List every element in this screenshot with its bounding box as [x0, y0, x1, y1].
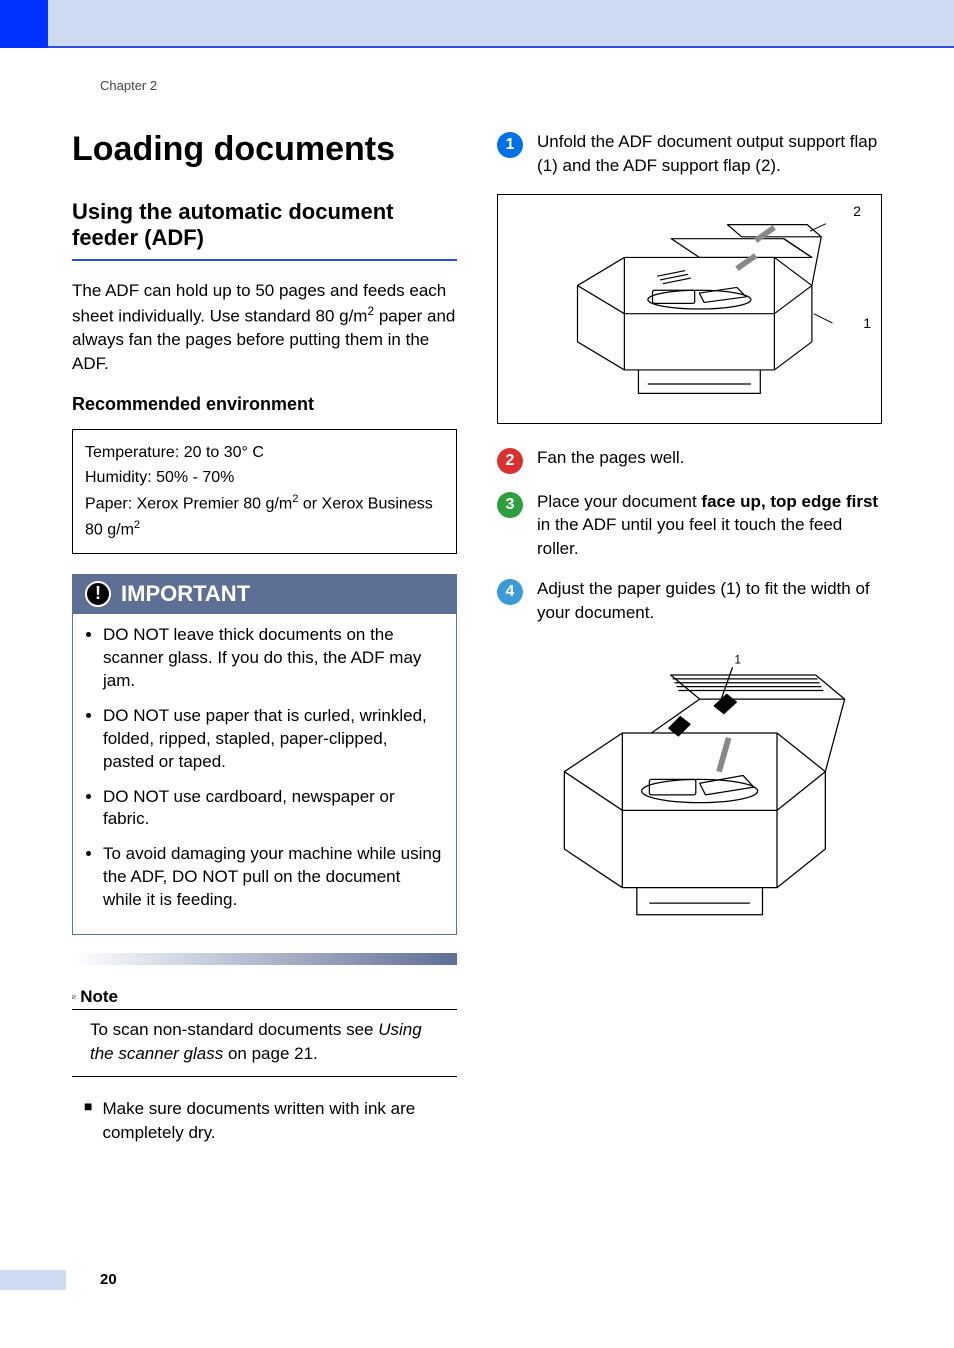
fig1-label-2: 2: [853, 203, 861, 219]
environment-box: Temperature: 20 to 30° C Humidity: 50% -…: [72, 429, 457, 554]
subheading-environment: Recommended environment: [72, 394, 457, 415]
important-header: ! IMPORTANT: [72, 574, 457, 614]
page-content: Loading documents Using the automatic do…: [72, 130, 882, 1248]
important-item: DO NOT use paper that is curled, wrinkle…: [103, 705, 442, 774]
figure-adf-unfold: 2 1: [497, 194, 882, 424]
important-title: IMPORTANT: [121, 581, 250, 607]
env-temperature: Temperature: 20 to 30° C: [85, 440, 444, 466]
step-text: Adjust the paper guides (1) to fit the w…: [537, 577, 882, 625]
step: 4 Adjust the paper guides (1) to fit the…: [497, 577, 882, 625]
step-text: Fan the pages well.: [537, 446, 684, 474]
printer-illustration-1: [540, 209, 840, 409]
note-callout: Note To scan non-standard documents see …: [72, 987, 457, 1077]
note-title: Note: [80, 987, 118, 1007]
env-paper: Paper: Xerox Premier 80 g/m2 or Xerox Bu…: [85, 491, 444, 543]
fig1-label-1: 1: [863, 315, 871, 331]
page-title: Loading documents: [72, 130, 457, 169]
step-number-badge: 2: [497, 448, 523, 474]
note-body: To scan non-standard documents see Using…: [72, 1018, 457, 1066]
important-item: DO NOT leave thick documents on the scan…: [103, 624, 442, 693]
step-text: Place your document face up, top edge fi…: [537, 490, 882, 561]
header-bar: [48, 0, 954, 48]
important-item: DO NOT use cardboard, newspaper or fabri…: [103, 786, 442, 832]
bullet-item: ■ Make sure documents written with ink a…: [72, 1097, 457, 1145]
env-humidity: Humidity: 50% - 70%: [85, 465, 444, 491]
printer-illustration-2: 1: [525, 646, 855, 936]
pencil-icon: [72, 988, 76, 1006]
square-bullet-icon: ■: [84, 1097, 92, 1145]
page-number-bar: [0, 1270, 66, 1290]
note-footer-rule: [72, 1076, 457, 1077]
section-heading: Using the automatic document feeder (ADF…: [72, 199, 457, 261]
important-icon: !: [85, 581, 111, 607]
page-number: 20: [100, 1271, 117, 1288]
note-header: Note: [72, 987, 457, 1010]
step: 1 Unfold the ADF document output support…: [497, 130, 882, 178]
gradient-divider: [72, 953, 457, 965]
step: 2 Fan the pages well.: [497, 446, 882, 474]
chapter-label: Chapter 2: [100, 78, 157, 93]
step: 3 Place your document face up, top edge …: [497, 490, 882, 561]
sidebar-tab: [0, 0, 48, 48]
important-callout: ! IMPORTANT DO NOT leave thick documents…: [72, 574, 457, 935]
right-column: 1 Unfold the ADF document output support…: [497, 130, 882, 1248]
note-lead: Note: [72, 987, 118, 1007]
fig2-label-1-glyph: 1: [734, 653, 740, 666]
step-number-badge: 1: [497, 132, 523, 158]
left-column: Loading documents Using the automatic do…: [72, 130, 457, 1248]
bullet-text: Make sure documents written with ink are…: [102, 1097, 457, 1145]
step-number-badge: 3: [497, 492, 523, 518]
figure-paper-guides: 1: [497, 641, 882, 941]
important-body: DO NOT leave thick documents on the scan…: [72, 614, 457, 935]
intro-paragraph: The ADF can hold up to 50 pages and feed…: [72, 279, 457, 376]
step-text: Unfold the ADF document output support f…: [537, 130, 882, 178]
important-item: To avoid damaging your machine while usi…: [103, 843, 442, 912]
step-number-badge: 4: [497, 579, 523, 605]
